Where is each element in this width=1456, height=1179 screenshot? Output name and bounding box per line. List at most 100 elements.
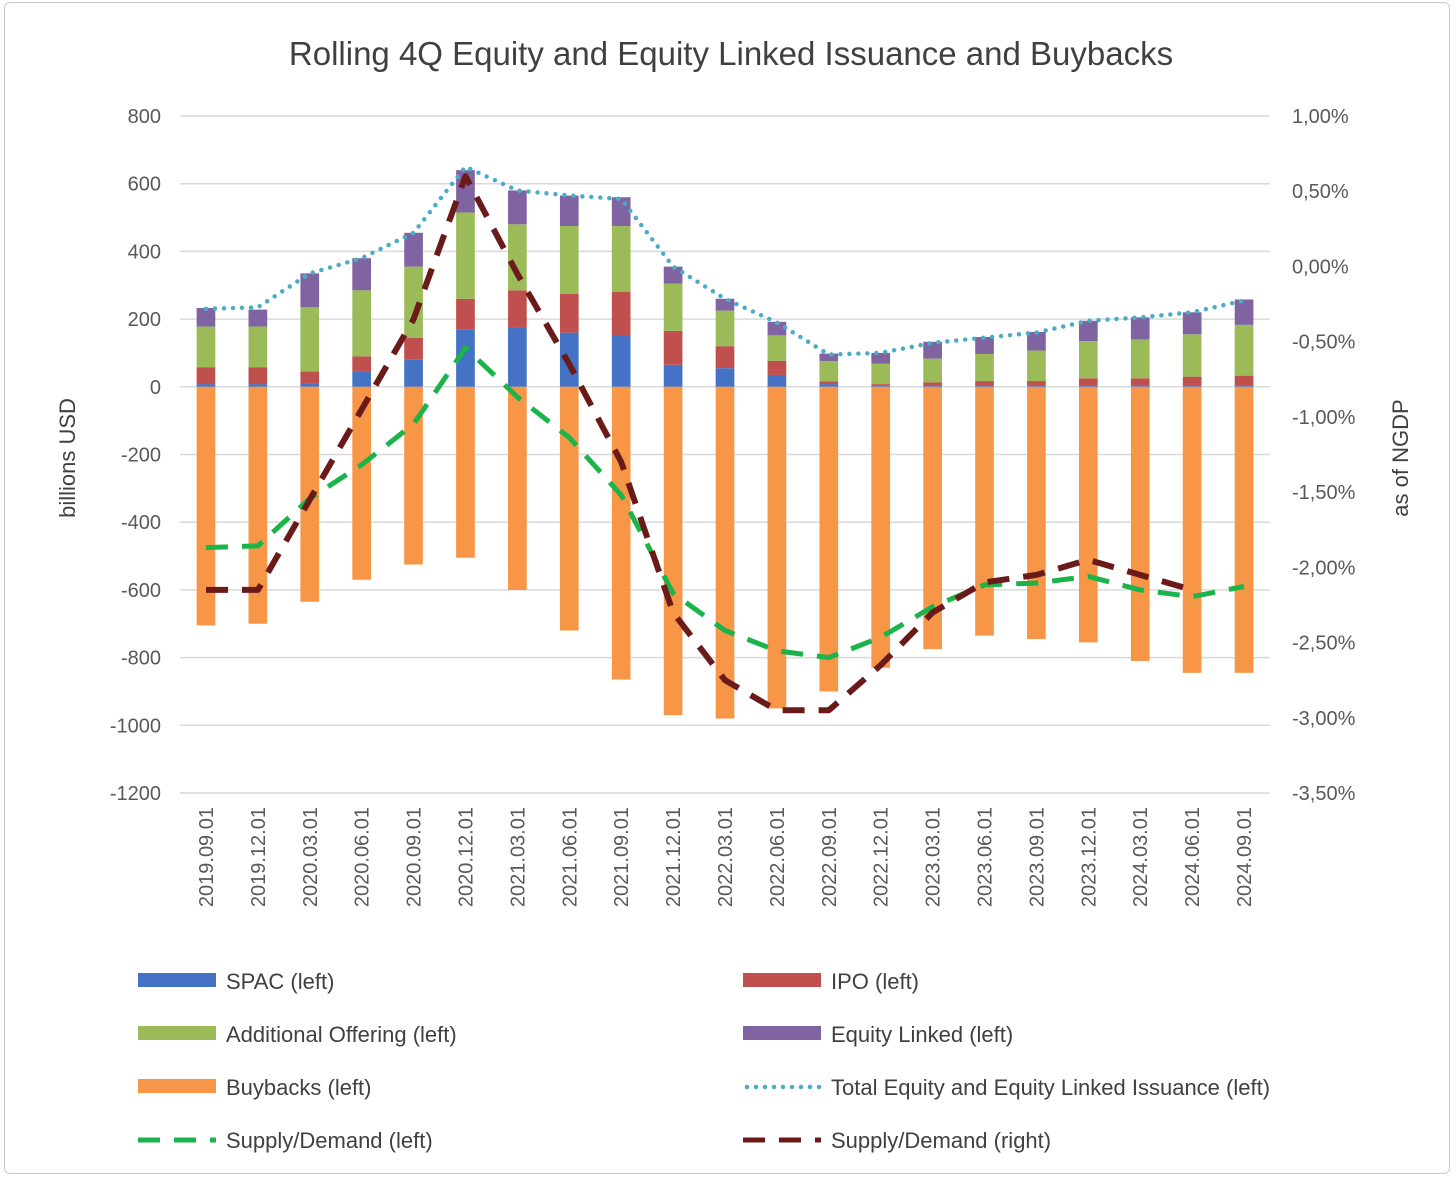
x-tick-label: 2019.09.01 (196, 807, 218, 907)
bar-additional (767, 335, 787, 361)
bar-equity (1078, 320, 1098, 342)
bar-equity (559, 195, 579, 227)
bar-equity (300, 273, 320, 308)
bar-spac (1027, 385, 1046, 387)
bar-buybacks (871, 386, 891, 668)
legend-label: Total Equity and Equity Linked Issuance … (831, 1075, 1270, 1100)
bar-buybacks (767, 386, 787, 709)
x-tick-label: 2022.06.01 (767, 807, 789, 907)
bar-additional (871, 363, 891, 385)
bar-additional (1182, 334, 1202, 377)
bar-spac (1182, 385, 1202, 387)
y-tick-right: -3,00% (1292, 708, 1356, 730)
y-tick-left: -600 (121, 580, 161, 602)
y-tick-left: 800 (128, 106, 161, 128)
x-tick-label: 2024.09.01 (1234, 807, 1256, 907)
y-tick-right: -2,50% (1292, 633, 1356, 655)
bar-buybacks (352, 386, 372, 580)
x-tick-label: 2021.12.01 (663, 807, 685, 907)
bar-buybacks (1078, 386, 1098, 643)
bars (196, 170, 1254, 719)
bar-equity (923, 341, 942, 359)
y-tick-right: 1,00% (1292, 106, 1349, 128)
bar-spac (663, 364, 683, 387)
bar-ipo (456, 298, 475, 330)
y-tick-left: 0 (150, 377, 161, 399)
bar-spac (248, 384, 268, 387)
legend-label: Equity Linked (left) (831, 1022, 1013, 1047)
bar-ipo (975, 381, 994, 386)
bar-additional (300, 307, 320, 372)
bar-buybacks (923, 386, 942, 650)
bar-ipo (352, 356, 372, 372)
bar-additional (611, 226, 631, 293)
bar-spac (1234, 385, 1254, 387)
bar-additional (1078, 341, 1098, 379)
bar-ipo (871, 384, 891, 386)
bar-ipo (715, 346, 735, 369)
x-tick-label: 2022.12.01 (871, 807, 893, 907)
y-tick-left: -400 (121, 512, 161, 534)
bar-buybacks (1234, 386, 1254, 673)
bar-additional (923, 358, 942, 383)
bar-additional (1130, 339, 1150, 379)
bar-spac (1130, 385, 1150, 387)
bar-equity (196, 307, 216, 327)
y-tick-right: -0,50% (1292, 332, 1356, 354)
legend-swatch (743, 1026, 821, 1040)
x-tick-label: 2022.03.01 (715, 807, 737, 907)
x-tick-label: 2021.06.01 (559, 807, 581, 907)
bar-spac (767, 374, 787, 387)
bar-additional (975, 353, 994, 382)
line-supply-demand-left (205, 345, 1245, 661)
bar-equity (767, 321, 787, 336)
chart-title: Rolling 4Q Equity and Equity Linked Issu… (289, 35, 1173, 72)
bar-buybacks (508, 386, 527, 590)
legend: SPAC (left) IPO (left) Additional Offering… (138, 969, 1270, 1153)
y-tick-right: -2,00% (1292, 557, 1356, 579)
legend-swatch (743, 973, 821, 987)
series-lines (203, 164, 1247, 714)
bar-additional (508, 224, 527, 291)
bar-ipo (1234, 375, 1254, 386)
y-axis-left-title: billions USD (55, 398, 80, 518)
legend-label: IPO (left) (831, 969, 919, 994)
bar-ipo (923, 382, 942, 386)
x-tick-label: 2024.03.01 (1130, 807, 1152, 907)
legend-swatch (138, 1026, 216, 1040)
bar-equity (611, 197, 631, 227)
bar-ipo (767, 360, 787, 375)
bar-equity (975, 337, 994, 354)
axis-ticks: 800 600 400 200 0 -200 -400 -600 -800 -1000 -1200 1… (110, 106, 1356, 907)
bar-spac (1078, 385, 1098, 387)
bar-spac (300, 383, 320, 387)
bar-spac (871, 385, 891, 387)
x-tick-label: 2023.09.01 (1026, 807, 1048, 907)
bar-spac (404, 359, 423, 387)
y-tick-left: -800 (121, 648, 161, 670)
y-tick-right: -1,00% (1292, 407, 1356, 429)
y-tick-right: -3,50% (1292, 783, 1356, 805)
bar-buybacks (611, 386, 631, 680)
bar-equity (871, 352, 891, 364)
bar-equity (1130, 317, 1150, 340)
bar-buybacks (1130, 386, 1150, 661)
legend-label: SPAC (left) (226, 969, 334, 994)
bar-ipo (508, 290, 527, 328)
bar-additional (1027, 350, 1046, 382)
bar-buybacks (196, 386, 216, 626)
bar-buybacks (975, 386, 994, 636)
bar-equity (663, 266, 683, 284)
bar-equity (819, 353, 839, 362)
bar-spac (508, 327, 527, 387)
y-tick-left: 600 (128, 174, 161, 196)
bar-ipo (663, 330, 683, 365)
chart: Rolling 4Q Equity and Equity Linked Issu… (55, 35, 1413, 1153)
x-tick-label: 2020.03.01 (300, 807, 322, 907)
bar-buybacks (248, 386, 268, 624)
y-tick-left: -200 (121, 445, 161, 467)
bar-spac (611, 336, 631, 387)
bar-additional (1234, 324, 1254, 376)
legend-label: Buybacks (left) (226, 1075, 372, 1100)
x-tick-label: 2023.12.01 (1078, 807, 1100, 907)
